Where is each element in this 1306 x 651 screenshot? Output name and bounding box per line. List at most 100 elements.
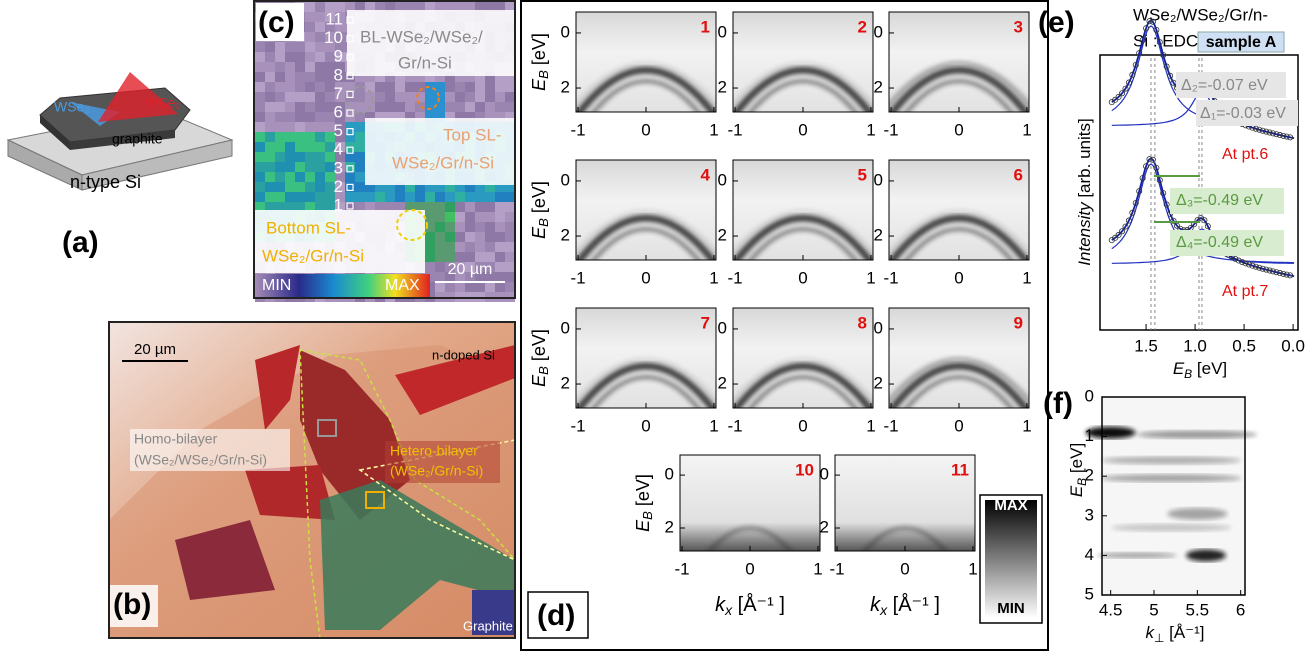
panel-number: 3 bbox=[1014, 17, 1023, 36]
map-pixel bbox=[435, 102, 445, 112]
x-tick-label: 1 bbox=[866, 120, 875, 139]
band-feature bbox=[1101, 456, 1241, 464]
map-pixel bbox=[475, 282, 485, 292]
map-pixel bbox=[445, 232, 455, 242]
x-tick-label: 4.5 bbox=[1099, 600, 1123, 619]
panel-number: 1 bbox=[701, 17, 710, 36]
panel-a: WSe₂ WSe₂ graphite n-type Si (a) bbox=[8, 72, 232, 259]
map-pixel bbox=[425, 212, 435, 222]
map-pixel bbox=[385, 82, 395, 92]
map-pixel bbox=[285, 132, 295, 142]
map-pixel bbox=[265, 152, 275, 162]
map-pixel bbox=[445, 242, 455, 252]
x-tick-label: 1 bbox=[813, 559, 822, 578]
label: WSe₂ bbox=[54, 99, 90, 115]
map-pixel bbox=[305, 122, 315, 132]
band-feature bbox=[1137, 431, 1257, 439]
map-pixel bbox=[505, 82, 515, 92]
y-tick-label: 2 bbox=[665, 517, 674, 536]
map-pixel bbox=[275, 102, 285, 112]
map-pixel bbox=[315, 172, 325, 182]
map-pixel bbox=[285, 82, 295, 92]
map-pixel bbox=[305, 2, 315, 12]
point-label: 8 bbox=[334, 65, 343, 84]
map-pixel bbox=[505, 242, 515, 252]
annotation: Δ₃=-0.49 eV bbox=[1176, 192, 1263, 209]
map-pixel bbox=[495, 212, 505, 222]
map-pixel bbox=[355, 152, 365, 162]
map-pixel bbox=[265, 52, 275, 62]
label-part: [Å⁻¹] bbox=[1164, 623, 1204, 642]
map-pixel bbox=[455, 202, 465, 212]
map-pixel bbox=[445, 192, 455, 202]
label: (WSe₂/WSe₂/Gr/n-Si) bbox=[134, 452, 267, 468]
label: n-doped Si bbox=[432, 347, 495, 362]
y-tick-label: 0 bbox=[561, 22, 570, 41]
map-pixel bbox=[435, 212, 445, 222]
map-pixel bbox=[435, 262, 445, 272]
map-pixel bbox=[485, 82, 495, 92]
map-pixel bbox=[255, 192, 265, 202]
map-pixel bbox=[305, 132, 315, 142]
map-pixel bbox=[295, 192, 305, 202]
label: Graphite bbox=[463, 618, 513, 633]
y-tick-label: 0 bbox=[561, 318, 570, 337]
x-tick-label: 1 bbox=[968, 559, 977, 578]
map-pixel bbox=[315, 182, 325, 192]
x-tick-label: 1.5 bbox=[1134, 336, 1158, 355]
band-feature bbox=[1186, 549, 1226, 561]
map-pixel bbox=[295, 42, 305, 52]
label: n-type Si bbox=[70, 172, 141, 192]
panel-f: (f) EB [eV] k⊥ [Å⁻¹] 0123454.555.56 bbox=[1043, 386, 1257, 645]
map-pixel bbox=[475, 202, 485, 212]
scale-label: 20 µm bbox=[448, 261, 493, 278]
label-part: E bbox=[1067, 485, 1086, 497]
map-pixel bbox=[505, 252, 515, 262]
x-tick-label: 0 bbox=[900, 559, 909, 578]
map-pixel bbox=[265, 132, 275, 142]
label-part: B bbox=[536, 366, 551, 375]
map-pixel bbox=[305, 12, 315, 22]
y-tick-label: 0 bbox=[820, 465, 829, 484]
band-feature bbox=[1101, 474, 1241, 482]
y-axis-label: EB [eV] bbox=[633, 474, 656, 532]
point-label: 7 bbox=[334, 84, 343, 103]
map-pixel bbox=[265, 92, 275, 102]
x-tick-label: -1 bbox=[727, 268, 742, 287]
label-part: E bbox=[1173, 359, 1185, 378]
map-pixel bbox=[435, 222, 445, 232]
map-pixel bbox=[355, 132, 365, 142]
map-pixel bbox=[295, 82, 305, 92]
map-pixel bbox=[305, 22, 315, 32]
map-pixel bbox=[265, 112, 275, 122]
map-pixel bbox=[475, 212, 485, 222]
label: sample A bbox=[1206, 34, 1277, 51]
map-pixel bbox=[265, 82, 275, 92]
map-pixel bbox=[455, 222, 465, 232]
panel-number: 9 bbox=[1014, 313, 1023, 332]
map-pixel bbox=[265, 42, 275, 52]
map-pixel bbox=[295, 52, 305, 62]
label-part: [Å⁻¹ ] bbox=[887, 593, 940, 616]
x-tick-label: 1 bbox=[709, 120, 718, 139]
colorbar-label: MAX bbox=[385, 277, 420, 294]
map-pixel bbox=[295, 152, 305, 162]
map-pixel bbox=[295, 182, 305, 192]
label-part: [eV] bbox=[529, 329, 549, 366]
map-pixel bbox=[495, 272, 505, 282]
map-pixel bbox=[505, 212, 515, 222]
x-tick-label: -1 bbox=[883, 120, 898, 139]
panel-number: 2 bbox=[858, 17, 867, 36]
map-pixel bbox=[315, 72, 325, 82]
map-pixel bbox=[385, 92, 395, 102]
map-pixel bbox=[275, 162, 285, 172]
annotation: Δ₂=-0.07 eV bbox=[1181, 77, 1268, 94]
map-pixel bbox=[275, 132, 285, 142]
map-pixel bbox=[445, 92, 455, 102]
map-pixel bbox=[505, 92, 515, 102]
map-pixel bbox=[505, 192, 515, 202]
map-pixel bbox=[395, 82, 405, 92]
map-pixel bbox=[425, 102, 435, 112]
y-tick-label: 2 bbox=[561, 226, 570, 245]
map-pixel bbox=[305, 152, 315, 162]
